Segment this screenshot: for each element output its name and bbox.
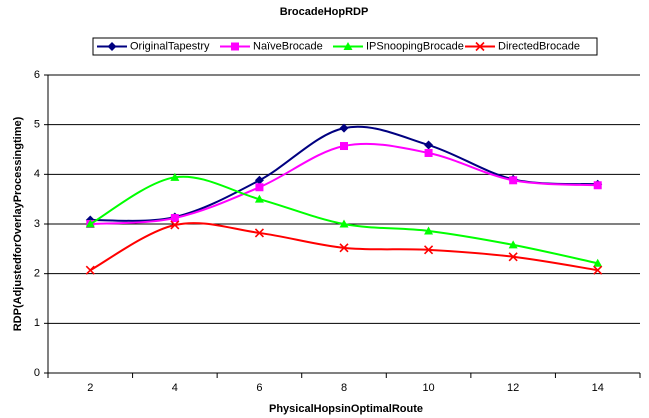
data-point xyxy=(424,140,434,150)
y-tick-label: 5 xyxy=(34,119,40,131)
data-point xyxy=(339,219,349,228)
y-tick-label: 1 xyxy=(34,317,40,329)
y-tick-label: 4 xyxy=(34,168,40,180)
y-tick-label: 6 xyxy=(34,69,40,81)
series-line xyxy=(90,125,598,222)
y-tick-label: 2 xyxy=(34,268,40,280)
legend-label: IPSnoopingBrocade xyxy=(366,40,464,52)
data-point xyxy=(85,219,95,228)
data-point xyxy=(254,194,264,203)
x-tick-label: 4 xyxy=(172,382,178,394)
legend-marker xyxy=(231,42,239,51)
series-line xyxy=(90,142,598,225)
data-point xyxy=(339,123,349,133)
data-point xyxy=(593,258,603,267)
data-point xyxy=(424,226,434,235)
data-point xyxy=(339,243,349,253)
data-point xyxy=(509,176,518,185)
data-point xyxy=(508,252,518,262)
legend-label: NaïveBrocade xyxy=(253,40,323,52)
y-tick-label: 0 xyxy=(34,367,40,379)
data-point xyxy=(254,228,264,238)
y-tick-label: 3 xyxy=(34,218,40,230)
data-point xyxy=(508,240,518,249)
data-point xyxy=(340,142,348,151)
x-tick-label: 8 xyxy=(341,382,347,394)
data-point xyxy=(424,245,434,255)
x-tick-label: 10 xyxy=(422,382,434,394)
x-tick-label: 6 xyxy=(256,382,262,394)
x-tick-label: 12 xyxy=(507,382,519,394)
data-point xyxy=(255,183,264,192)
x-tick-label: 2 xyxy=(87,382,93,394)
chart-title: BrocadeHopRDP xyxy=(280,6,369,18)
legend-label: OriginalTapestry xyxy=(130,40,210,52)
legend-marker xyxy=(475,41,485,52)
y-axis-label: RDP(AdjustedforOverlayProcessingtime) xyxy=(12,116,24,331)
data-point xyxy=(170,220,180,230)
x-axis-label: PhysicalHopsinOptimalRoute xyxy=(269,403,423,415)
data-point xyxy=(85,265,95,275)
data-point xyxy=(424,148,433,157)
legend-marker xyxy=(343,42,353,50)
data-point xyxy=(170,172,180,181)
data-point xyxy=(254,175,264,185)
legend-label: DirectedBrocade xyxy=(498,40,580,52)
legend-marker xyxy=(107,42,117,51)
data-point xyxy=(170,214,179,223)
data-point xyxy=(593,181,602,190)
x-tick-label: 14 xyxy=(592,382,604,394)
data-point xyxy=(593,265,603,275)
